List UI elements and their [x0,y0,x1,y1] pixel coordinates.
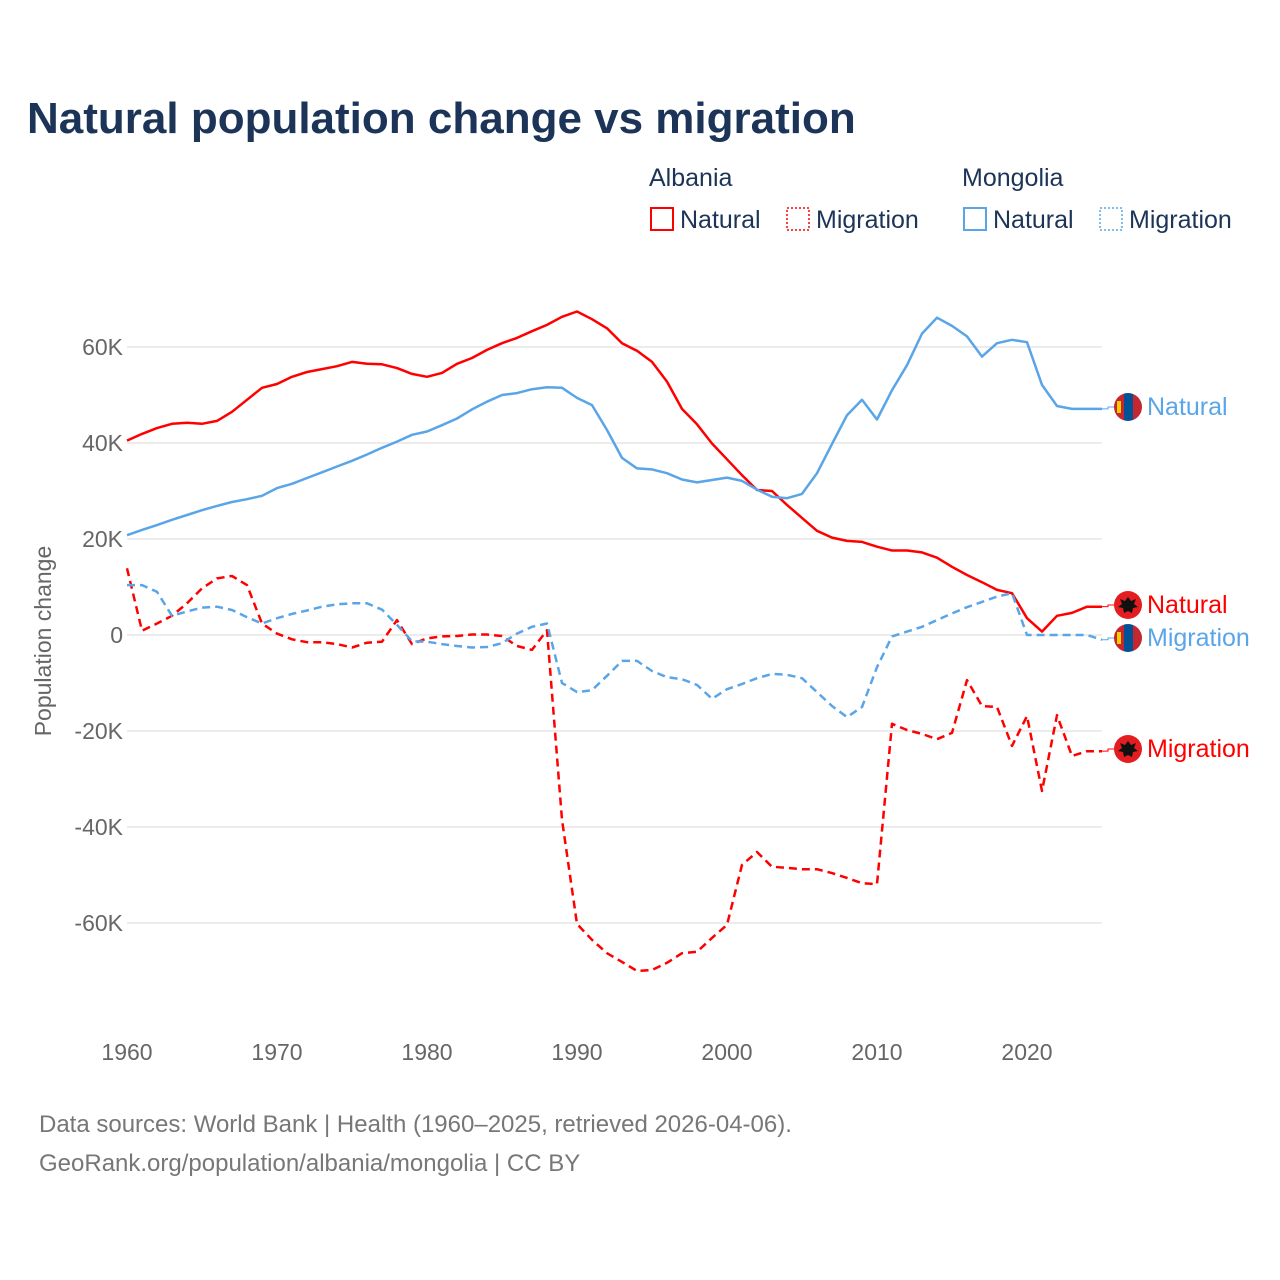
flag-mongolia-icon [1114,393,1142,421]
flag-mongolia-icon [1114,624,1142,652]
x-tick-label: 1970 [251,1039,302,1065]
legend: Albania Natural Migration Mongolia Natur… [649,164,1232,234]
legend-swatch-mongolia-migration [1099,207,1123,231]
gridlines [127,346,1102,924]
end-connector [1102,748,1114,752]
legend-swatch-mongolia-natural [963,207,987,231]
y-tick-label: -20K [74,718,123,744]
y-tick-label: 0 [110,622,123,648]
y-tick-label: 40K [82,430,124,456]
x-tick-label: 2010 [851,1039,902,1065]
x-tick-label: 2000 [701,1039,752,1065]
end-label: Natural [1147,591,1228,619]
x-axis: 1960 1970 1980 1990 2000 2010 2020 [101,1039,1052,1065]
series-line-albania-natural [126,310,1102,633]
end-label: Migration [1147,624,1250,652]
x-tick-label: 2020 [1001,1039,1052,1065]
end-connector [1102,604,1114,608]
y-tick-label: 20K [82,526,124,552]
x-tick-label: 1990 [551,1039,602,1065]
legend-swatch-albania-migration [786,207,810,231]
end-labels: Natural Migration Natural Migration [1102,393,1250,763]
footer-sources: Data sources: World Bank | Health (1960–… [39,1111,792,1138]
end-label: Natural [1147,393,1228,421]
series-lines [125,310,1103,973]
footer-link[interactable]: GeoRank.org/population/albania/mongolia … [39,1150,580,1177]
series-line-albania-migration [125,568,1102,973]
x-tick-label: 1960 [101,1039,152,1065]
series-line-mongolia-migration [127,583,1103,719]
series-line-mongolia-natural [126,316,1102,537]
legend-label-albania-natural[interactable]: Natural [680,206,761,234]
chart-title: Natural population change vs migration [27,94,856,143]
y-tick-label: -40K [74,814,123,840]
legend-label-mongolia-migration[interactable]: Migration [1129,206,1232,234]
legend-country-albania: Albania [649,164,732,192]
legend-label-albania-migration[interactable]: Migration [816,206,919,234]
y-tick-label: -60K [74,910,123,936]
y-axis: 60K 40K 20K 0 -20K -40K -60K [74,334,123,936]
y-tick-label: 60K [82,334,124,360]
x-tick-label: 1980 [401,1039,452,1065]
flag-albania-icon [1114,591,1142,619]
end-label: Migration [1147,735,1250,763]
flag-albania-icon [1114,735,1142,763]
legend-swatch-albania-natural [650,207,674,231]
end-connector [1102,406,1114,410]
y-axis-label: Population change [30,546,56,737]
end-connector [1102,637,1114,641]
legend-country-mongolia: Mongolia [962,164,1064,192]
legend-label-mongolia-natural[interactable]: Natural [993,206,1074,234]
